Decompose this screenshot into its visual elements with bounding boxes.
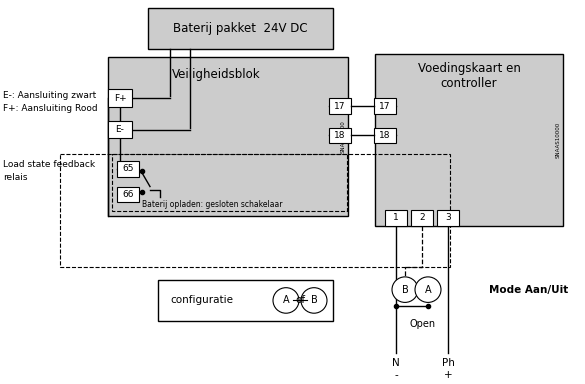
Bar	[117, 161, 139, 177]
Text: 3: 3	[445, 214, 451, 222]
Text: B: B	[402, 285, 408, 295]
Text: of: of	[295, 295, 305, 305]
Bar	[385, 210, 407, 226]
Text: SNAAS10000: SNAAS10000	[556, 122, 560, 158]
Bar	[112, 154, 347, 211]
Text: A: A	[283, 295, 290, 305]
Text: 1: 1	[393, 214, 399, 222]
Bar	[108, 121, 132, 139]
Bar	[375, 54, 563, 226]
Bar	[108, 89, 132, 107]
Text: SNAAS0000: SNAAS0000	[340, 120, 346, 153]
Text: 66: 66	[122, 190, 134, 199]
Text: N
-: N -	[392, 358, 400, 380]
Text: 17: 17	[334, 101, 346, 111]
Bar	[158, 280, 333, 321]
Text: Ph
+: Ph +	[442, 358, 455, 380]
Text: configuratie: configuratie	[170, 295, 233, 305]
Text: Voedingskaart en
controller: Voedingskaart en controller	[418, 61, 521, 89]
Text: Baterij opladen: gesloten schakelaar: Baterij opladen: gesloten schakelaar	[142, 200, 283, 209]
Text: 17: 17	[379, 101, 391, 111]
Bar	[374, 98, 396, 114]
Bar	[60, 154, 450, 267]
Text: 65: 65	[122, 164, 134, 174]
Text: relais: relais	[3, 173, 27, 182]
Bar	[329, 127, 351, 143]
Bar	[117, 187, 139, 202]
Bar	[374, 127, 396, 143]
Text: Mode Aan/Uit: Mode Aan/Uit	[488, 285, 568, 295]
Bar	[148, 8, 333, 49]
Text: A: A	[425, 285, 431, 295]
Bar	[411, 210, 433, 226]
Text: Open: Open	[410, 319, 436, 329]
Text: B: B	[311, 295, 318, 305]
Text: E-: Aansluiting zwart: E-: Aansluiting zwart	[3, 91, 97, 100]
Bar	[108, 57, 348, 216]
Text: Baterij pakket  24V DC: Baterij pakket 24V DC	[173, 22, 308, 35]
Text: F+: F+	[113, 94, 126, 103]
Circle shape	[273, 288, 299, 313]
Text: F+: Aansluiting Rood: F+: Aansluiting Rood	[3, 104, 98, 113]
Circle shape	[415, 277, 441, 303]
Text: 18: 18	[334, 131, 346, 140]
Text: 2: 2	[419, 214, 425, 222]
Bar	[437, 210, 459, 226]
Bar	[329, 98, 351, 114]
Text: E-: E-	[116, 125, 125, 134]
Text: Veiligheidsblok: Veiligheidsblok	[171, 68, 260, 81]
Circle shape	[301, 288, 327, 313]
Text: 18: 18	[379, 131, 391, 140]
Text: Load state feedback: Load state feedback	[3, 161, 95, 169]
Circle shape	[392, 277, 418, 303]
